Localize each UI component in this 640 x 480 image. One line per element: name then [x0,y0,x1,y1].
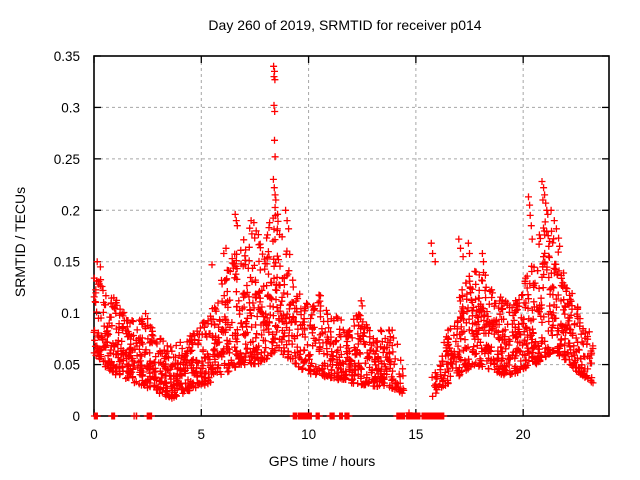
y-tick-label: 0.15 [54,255,80,270]
y-tick-label: 0.3 [61,100,80,115]
chart-title: Day 260 of 2019, SRMTID for receiver p01… [208,17,481,33]
x-tick-label: 20 [516,427,531,442]
scatter-points-path [90,62,597,420]
y-axis-label: SRMTID / TECUs [12,187,28,297]
x-axis-label: GPS time / hours [269,453,376,469]
x-tick-label: 15 [408,427,423,442]
axis-tick-labels: 0 5 10 15 20 0 0.05 0.1 0.15 0.2 0.25 0.3 0.35 [54,49,531,442]
y-tick-label: 0.1 [61,306,80,321]
x-tick-label: 10 [301,427,316,442]
y-tick-label: 0.35 [54,49,80,64]
x-tick-label: 0 [90,427,98,442]
x-tick-label: 5 [198,427,206,442]
y-tick-label: 0.25 [54,152,80,167]
y-tick-label: 0.2 [61,203,80,218]
y-tick-label: 0 [72,409,80,424]
y-tick-label: 0.05 [54,358,80,373]
scatter-points [90,62,597,420]
